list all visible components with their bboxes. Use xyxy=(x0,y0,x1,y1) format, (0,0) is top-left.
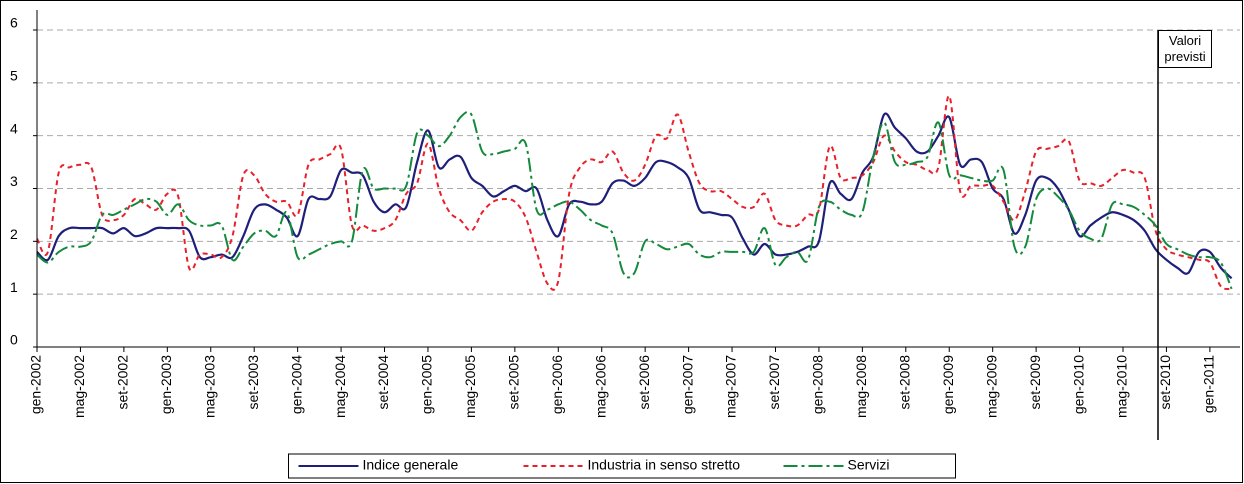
x-tick-label: gen-2006 xyxy=(549,355,565,414)
series-line xyxy=(36,95,1232,291)
legend-box xyxy=(288,453,956,479)
x-tick-label: mag-2005 xyxy=(462,355,478,418)
x-tick-label: set-2003 xyxy=(245,355,261,410)
x-tick-label: set-2002 xyxy=(115,355,131,410)
x-tick-label: mag-2010 xyxy=(1114,355,1130,418)
x-tick-label: gen-2008 xyxy=(810,355,826,414)
x-tick-label: mag-2008 xyxy=(853,355,869,418)
x-tick-label: gen-2002 xyxy=(28,355,44,414)
y-tick-label: 2 xyxy=(10,226,18,242)
series-line xyxy=(36,112,1233,280)
legend-label: Servizi xyxy=(848,457,890,473)
x-tick-label: set-2009 xyxy=(1027,355,1043,410)
y-tick-label: 4 xyxy=(10,120,18,136)
x-tick-label: gen-2003 xyxy=(158,355,174,414)
x-tick-label: gen-2009 xyxy=(940,355,956,414)
legend-label: Industria in senso stretto xyxy=(588,457,741,473)
x-tick-label: gen-2005 xyxy=(419,355,435,414)
series-line xyxy=(36,110,1233,290)
x-tick-label: mag-2007 xyxy=(723,355,739,418)
y-tick-label: 3 xyxy=(10,173,18,189)
x-tick-label: mag-2009 xyxy=(983,355,999,418)
x-tick-label: gen-2011 xyxy=(1201,355,1217,413)
x-tick-label: mag-2003 xyxy=(201,355,217,418)
x-tick-label: gen-2004 xyxy=(288,355,304,414)
x-tick-label: set-2005 xyxy=(506,355,522,410)
y-tick-label: 5 xyxy=(10,68,18,84)
x-tick-label: set-2004 xyxy=(375,355,391,410)
y-tick-label: 1 xyxy=(10,279,18,295)
x-tick-label: set-2006 xyxy=(636,355,652,410)
y-tick-label: 6 xyxy=(10,15,18,31)
x-tick-label: gen-2007 xyxy=(679,355,695,414)
annotation: Valori previsti xyxy=(1158,30,1212,68)
x-tick-label: set-2008 xyxy=(897,355,913,410)
x-tick-label: mag-2006 xyxy=(592,355,608,418)
x-tick-label: mag-2002 xyxy=(71,355,87,418)
y-tick-label: 0 xyxy=(10,332,18,348)
x-tick-label: set-2007 xyxy=(766,355,782,410)
legend-label: Indice generale xyxy=(363,457,459,473)
x-tick-label: gen-2010 xyxy=(1070,355,1086,414)
x-tick-label: mag-2004 xyxy=(332,355,348,418)
x-tick-label: set-2010 xyxy=(1157,355,1173,410)
